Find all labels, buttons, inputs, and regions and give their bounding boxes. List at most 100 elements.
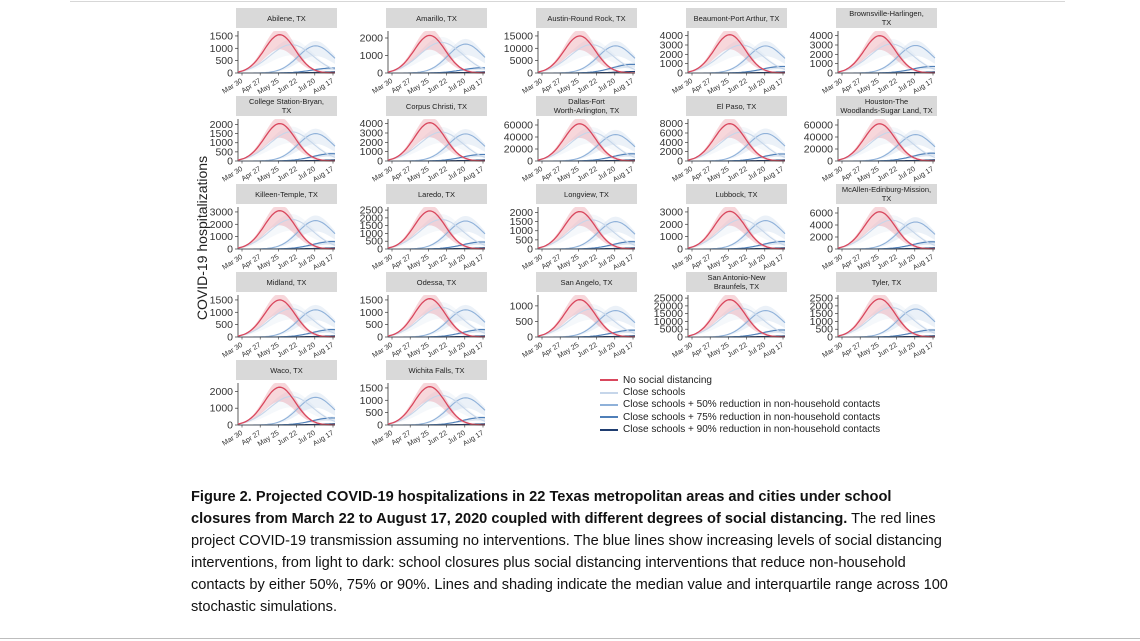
series-band (538, 216, 635, 249)
series-line (537, 210, 635, 250)
y-tick-label: 0 (227, 244, 233, 256)
series-band (238, 126, 335, 161)
series-line (237, 122, 335, 162)
x-tick-label: Aug 17 (611, 164, 635, 184)
x-tick-label: Aug 17 (761, 164, 785, 184)
y-tick-label: 20000 (804, 144, 833, 156)
x-tick-label: Aug 17 (911, 164, 935, 184)
y-tick-label: 4000 (810, 220, 834, 232)
legend-label: Close schools + 75% reduction in non-hou… (623, 411, 881, 423)
legend: No social distancing Close schools Close… (600, 374, 880, 436)
series-band (688, 214, 785, 249)
x-tick-label: Aug 17 (461, 76, 485, 96)
series-band (388, 38, 485, 73)
y-tick-label: 40000 (804, 132, 833, 144)
y-tick-label: 0 (527, 244, 533, 256)
series-band (388, 392, 485, 425)
y-tick-label: 5000 (660, 324, 684, 336)
y-tick-label: 3000 (360, 128, 384, 140)
panel-header (536, 8, 637, 28)
panel-header (536, 272, 637, 292)
panel-header (386, 272, 487, 292)
series-line (837, 123, 935, 162)
x-tick-label: Aug 17 (461, 252, 485, 272)
series-band (538, 129, 635, 161)
y-tick-label: 3000 (660, 40, 684, 52)
series-band (538, 303, 635, 337)
y-tick-label: 1000 (810, 58, 834, 70)
y-tick-label: 1000 (210, 403, 234, 415)
y-tick-label: 15000 (504, 30, 533, 42)
y-tick-label: 4000 (660, 30, 684, 42)
series-band (388, 214, 485, 249)
series-band (388, 126, 485, 161)
series-line (687, 210, 785, 250)
x-tick-label: Aug 17 (761, 76, 785, 96)
y-tick-label: 0 (227, 68, 233, 80)
legend-item: Close schools (600, 386, 880, 398)
panel-title: El Paso, TX (717, 102, 756, 111)
panel-title: TX (282, 106, 292, 115)
series-band (688, 215, 785, 249)
panel-title: Laredo, TX (418, 190, 455, 199)
y-tick-label: 2000 (360, 212, 384, 224)
series-band (238, 215, 335, 249)
series-line (687, 307, 786, 337)
y-tick-label: 2000 (810, 300, 834, 312)
x-tick-label: Aug 17 (611, 340, 635, 360)
y-tick-label: 4000 (810, 30, 834, 42)
legend-label: No social distancing (623, 374, 712, 386)
y-tick-label: 1000 (210, 231, 234, 243)
series-line (537, 123, 635, 162)
y-tick-label: 1500 (210, 30, 234, 42)
series-band (538, 328, 635, 337)
x-tick-label: Aug 17 (761, 252, 785, 272)
y-tick-label: 2500 (810, 293, 834, 305)
y-tick-label: 60000 (804, 120, 833, 132)
y-tick-label: 0 (827, 244, 833, 256)
y-tick-label: 1000 (210, 307, 234, 319)
panel-header (836, 184, 937, 204)
series-line (537, 299, 635, 338)
panel-title: Longview, TX (564, 190, 609, 199)
series-line (387, 131, 486, 161)
y-tick-label: 0 (677, 68, 683, 80)
legend-label: Close schools + 90% reduction in non-hou… (623, 424, 881, 436)
series-band (238, 303, 335, 337)
y-tick-label: 1000 (360, 307, 384, 319)
series-line (237, 210, 335, 250)
y-tick-label: 2000 (810, 49, 834, 61)
y-tick-label: 1000 (360, 395, 384, 407)
y-tick-label: 1000 (360, 50, 384, 62)
y-tick-label: 0 (377, 68, 383, 80)
panel-header (836, 8, 937, 28)
y-tick-label: 1000 (360, 228, 384, 240)
series-band (388, 36, 485, 73)
series-line (837, 131, 936, 161)
caption-text: The red lines project COVID-19 transmiss… (191, 511, 948, 615)
y-tick-label: 2000 (210, 386, 234, 398)
series-band (388, 129, 485, 161)
series-line (687, 218, 786, 249)
panel-title: Worth-Arlington, TX (554, 106, 620, 115)
series-line (387, 41, 486, 73)
panel: Austin-Round Rock, TX050001000015000Mar … (504, 8, 637, 96)
figure-caption: Figure 2. Projected COVID-19 hospitaliza… (191, 486, 951, 618)
series-line (837, 306, 936, 337)
y-tick-label: 0 (227, 420, 233, 432)
y-tick-label: 1000 (210, 43, 234, 55)
y-tick-label: 2000 (810, 232, 834, 244)
panel-header (686, 184, 787, 204)
panel-title: San Angelo, TX (561, 278, 613, 287)
series-band (838, 40, 935, 73)
series-band (838, 65, 935, 73)
series-band (688, 65, 785, 73)
panel-title: Beaumont-Port Arthur, TX (694, 14, 780, 23)
